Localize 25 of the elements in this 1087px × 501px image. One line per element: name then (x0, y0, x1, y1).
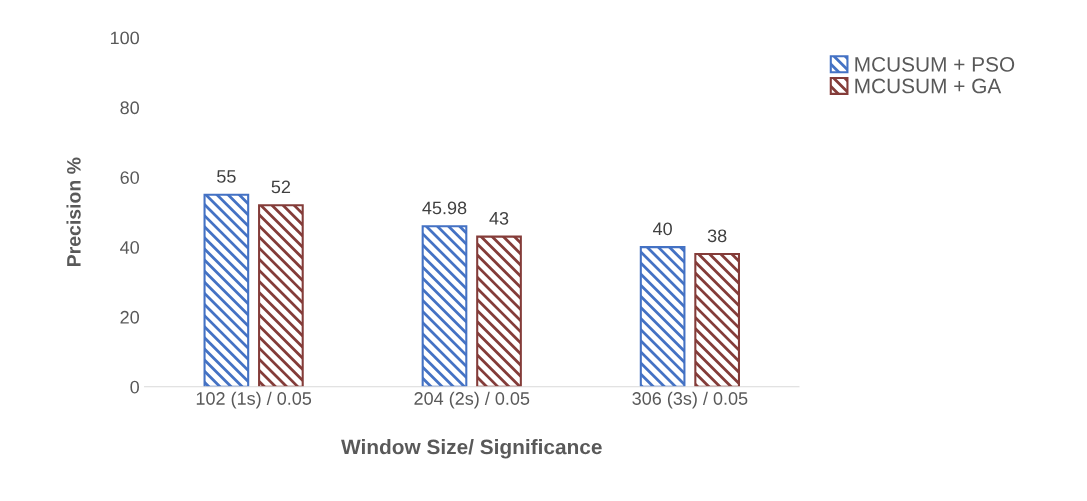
bar (694, 253, 740, 387)
data-label: 45.98 (422, 201, 467, 215)
x-tick-label: 306 (3s) / 0.05 (632, 391, 748, 409)
x-tick-label: 102 (1s) / 0.05 (196, 391, 312, 409)
bar (421, 225, 468, 387)
x-axis-title: Window Size/ Significance (341, 439, 602, 459)
y-tick-label: 40 (120, 241, 140, 254)
data-label: 55 (217, 170, 236, 183)
data-label: 38 (707, 229, 727, 243)
y-tick-label: 20 (120, 310, 140, 324)
data-label: 52 (271, 180, 291, 194)
bar (476, 235, 522, 387)
legend-label: MCUSUM + PSO (855, 56, 1015, 72)
legend-label: MCUSUM + GA (855, 78, 1002, 94)
bar (258, 204, 304, 387)
x-tick-label: 204 (2s) / 0.05 (414, 391, 530, 409)
bar (639, 246, 686, 387)
bar (203, 193, 250, 387)
data-label: 40 (652, 222, 672, 236)
y-tick-label: 0 (130, 380, 139, 394)
y-tick-label: 80 (120, 101, 140, 115)
y-axis-title: Precision % (66, 157, 81, 266)
y-tick-label: 100 (110, 31, 140, 45)
y-tick-label: 60 (120, 171, 140, 184)
data-label: 43 (489, 211, 509, 225)
